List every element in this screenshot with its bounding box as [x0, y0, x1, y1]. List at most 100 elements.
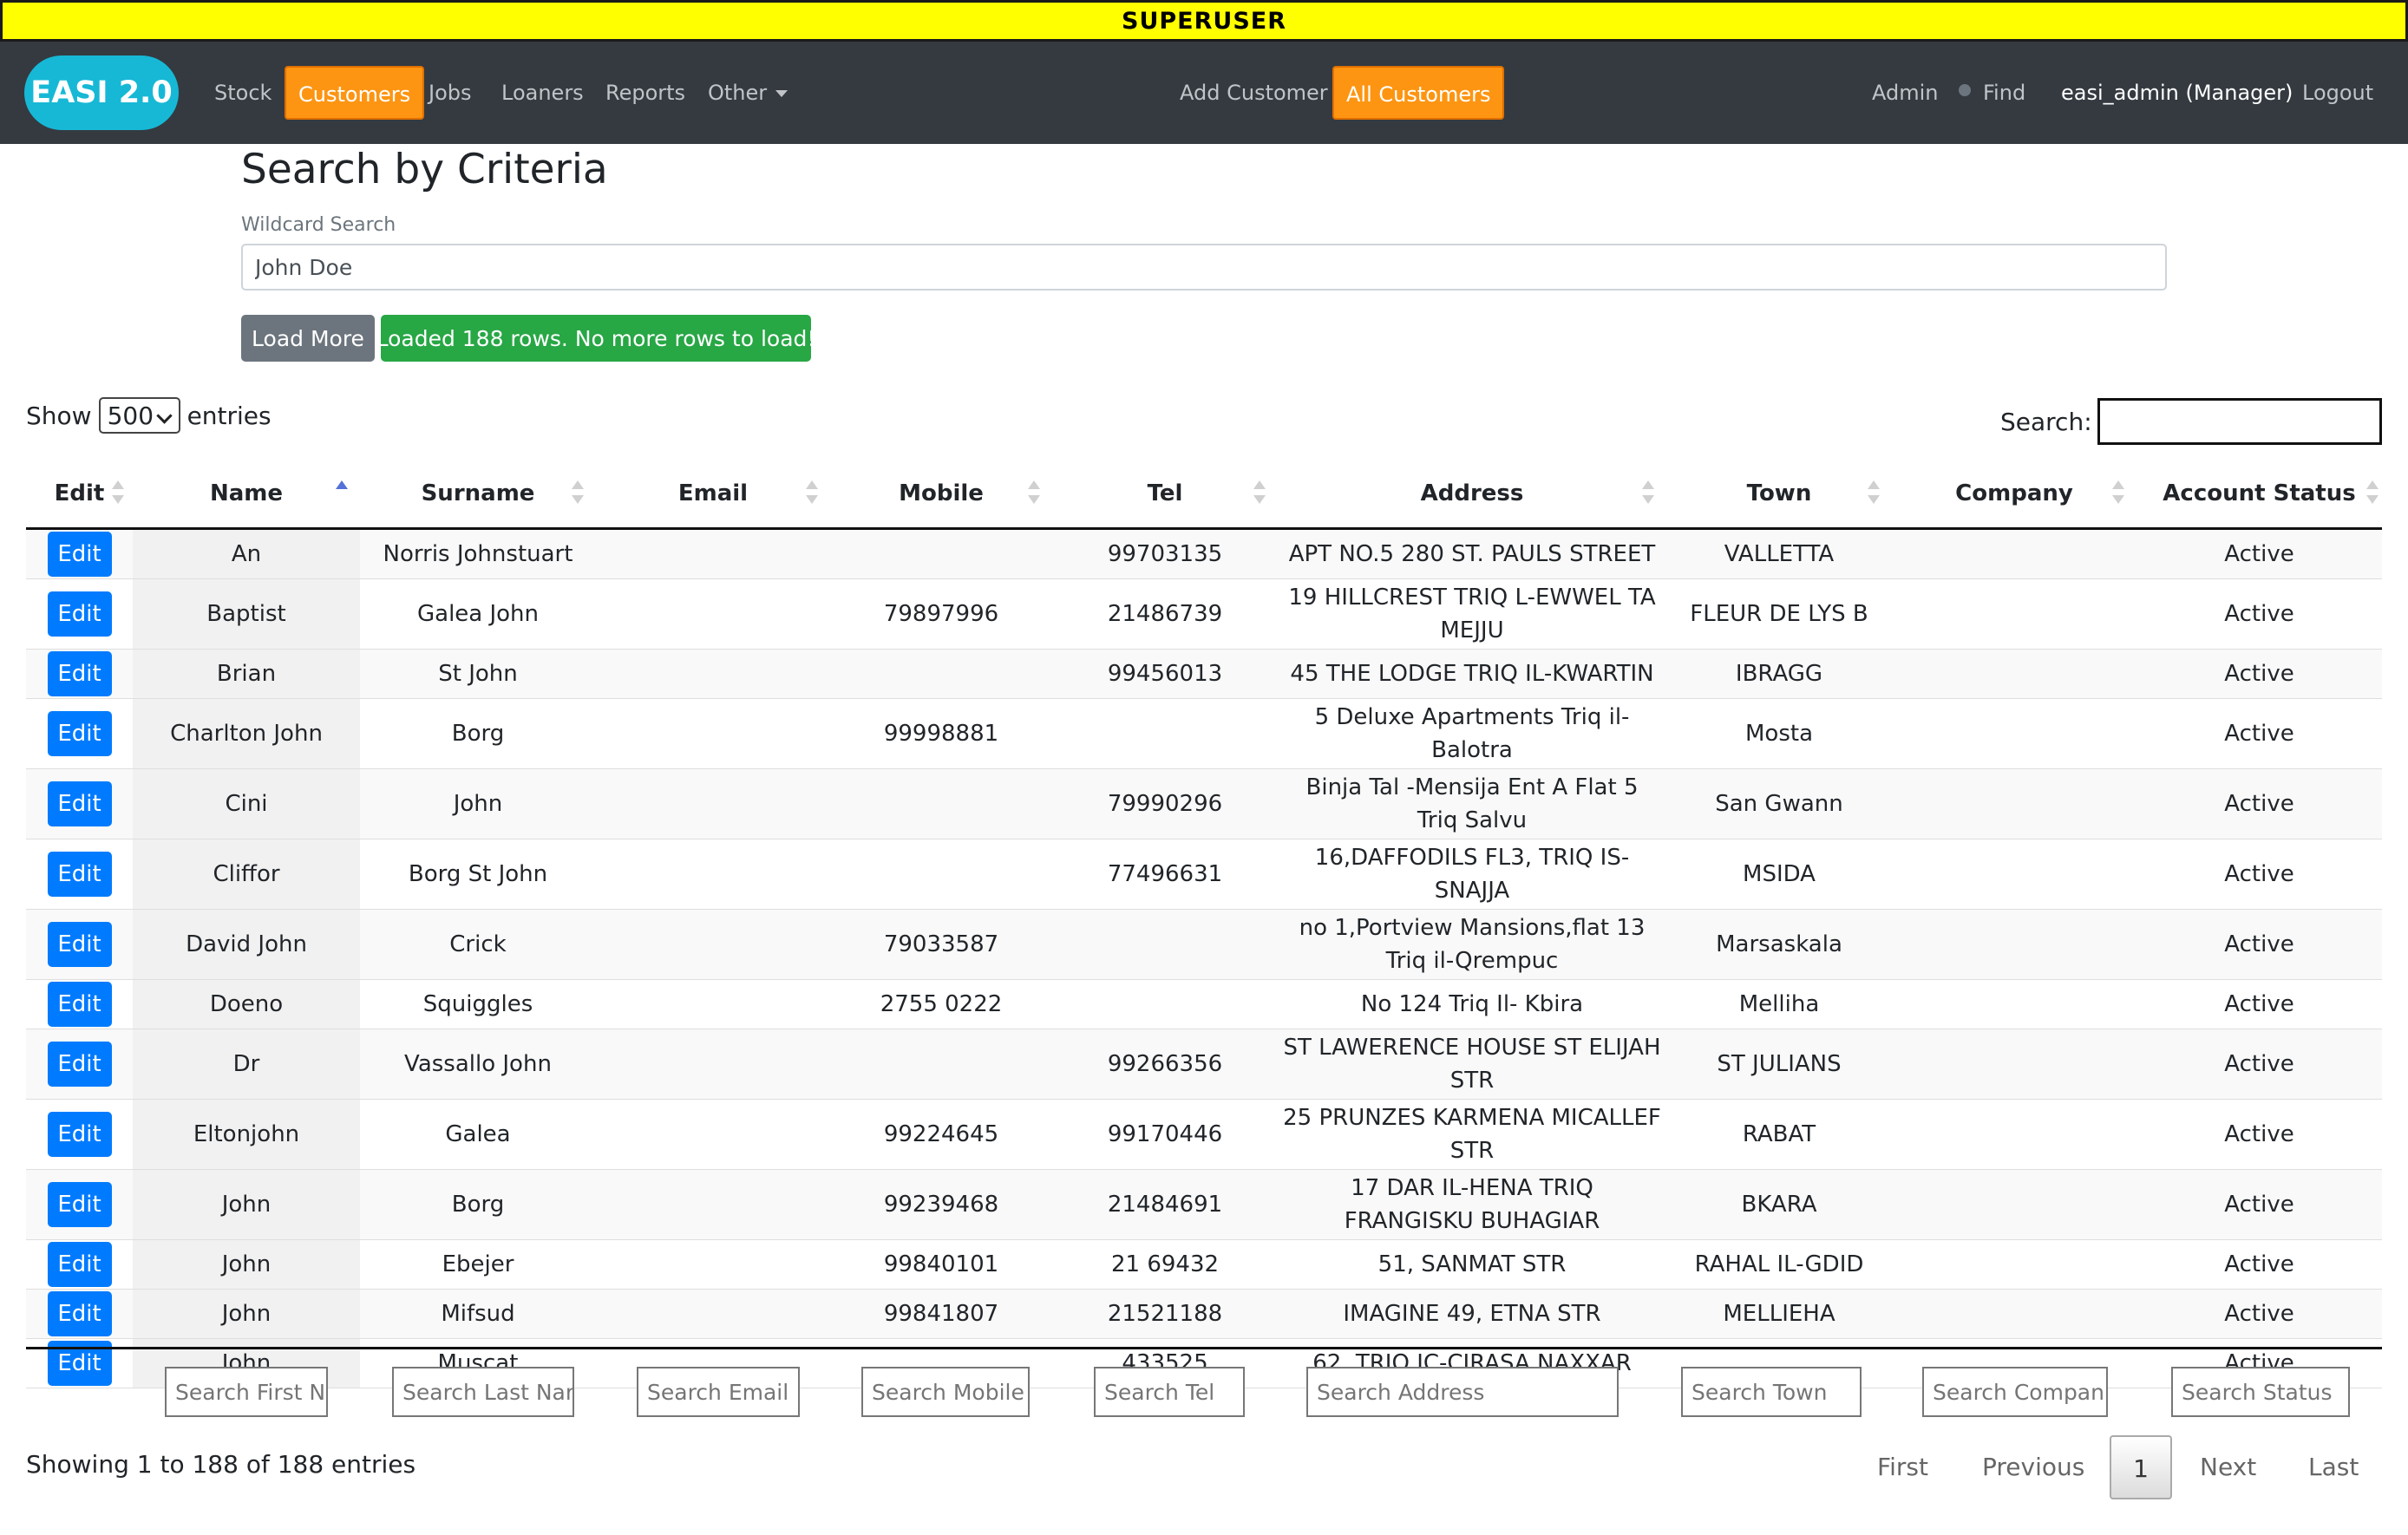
- cell-status: Active: [2136, 768, 2382, 839]
- brand-logo[interactable]: EASI 2.0: [24, 56, 179, 130]
- table-body: Edit An Norris Johnstuart 99703135 APT NO.5 …: [26, 528, 2382, 1388]
- nav-reports[interactable]: Reports: [605, 81, 686, 105]
- search-email-input[interactable]: Search Email: [637, 1367, 800, 1417]
- nav-add-customer[interactable]: Add Customer: [1180, 81, 1328, 105]
- search-last-name-input[interactable]: Search Last Nar: [392, 1367, 574, 1417]
- cell-town: RAHAL IL-GDID: [1666, 1239, 1892, 1290]
- nav-logout[interactable]: Logout: [2302, 81, 2374, 105]
- sort-icon: [1868, 480, 1880, 506]
- cell-name: David John: [133, 909, 360, 980]
- edit-button[interactable]: Edit: [47, 1042, 112, 1087]
- cell-company: [1892, 1099, 2136, 1170]
- search-company-input[interactable]: Search Compan: [1922, 1367, 2108, 1417]
- pager-page-1[interactable]: 1: [2110, 1435, 2172, 1499]
- cell-name: Brian: [133, 649, 360, 699]
- cell-tel: 99456013: [1052, 649, 1278, 699]
- edit-button[interactable]: Edit: [47, 982, 112, 1027]
- cell-status: Active: [2136, 1239, 2382, 1290]
- cell-surname: Borg St John: [360, 839, 596, 910]
- edit-button[interactable]: Edit: [47, 1182, 112, 1227]
- edit-button[interactable]: Edit: [47, 922, 112, 967]
- cell-name: An: [133, 528, 360, 579]
- edit-button[interactable]: Edit: [47, 781, 112, 826]
- col-header-edit[interactable]: Edit: [26, 460, 133, 530]
- cell-status: Active: [2136, 1099, 2382, 1170]
- edit-cell: Edit: [26, 578, 133, 650]
- nav-find-label: Find: [1983, 81, 2026, 105]
- table-row: Edit Brian St John 99456013 45 THE LODGE TRI…: [26, 649, 2382, 699]
- col-header-address[interactable]: Address: [1278, 460, 1666, 530]
- nav-customers[interactable]: Customers: [285, 66, 425, 120]
- col-header-status[interactable]: Account Status: [2136, 460, 2382, 530]
- cell-mobile: [830, 839, 1052, 910]
- page-length-select[interactable]: 500: [98, 397, 180, 434]
- col-header-company[interactable]: Company: [1892, 460, 2136, 530]
- nav-admin[interactable]: Admin: [1872, 81, 1939, 105]
- search-first-name-input[interactable]: Search First N: [165, 1367, 328, 1417]
- loaded-rows-button[interactable]: Loaded 188 rows. No more rows to load!: [376, 315, 815, 362]
- cell-company: [1892, 1029, 2136, 1100]
- sort-icon: [2366, 480, 2379, 506]
- sort-icon: [1253, 480, 1266, 506]
- nav-loaners[interactable]: Loaners: [501, 81, 584, 105]
- edit-button[interactable]: Edit: [47, 711, 112, 756]
- col-header-surname[interactable]: Surname: [360, 460, 596, 530]
- page-length-value: 500: [107, 401, 154, 430]
- search-tel-input[interactable]: Search Tel: [1094, 1367, 1245, 1417]
- nav-find[interactable]: Find: [1959, 42, 2025, 144]
- col-header-name[interactable]: Name: [133, 460, 360, 530]
- cell-address: 45 THE LODGE TRIQ IL-KWARTIN: [1278, 649, 1666, 699]
- search-status-input[interactable]: Search Status: [2171, 1367, 2350, 1417]
- search-town-input[interactable]: Search Town: [1681, 1367, 1862, 1417]
- cell-company: [1892, 698, 2136, 769]
- col-header-mobile[interactable]: Mobile: [830, 460, 1052, 530]
- table-bottom-border: [26, 1347, 2382, 1349]
- nav-stock[interactable]: Stock: [214, 81, 272, 105]
- edit-cell: Edit: [26, 698, 133, 769]
- table-search-label: Search:: [2000, 408, 2092, 436]
- pager-first[interactable]: First: [1877, 1453, 1928, 1481]
- col-header-label: Tel: [1147, 480, 1183, 506]
- nav-user[interactable]: easi_admin (Manager): [2061, 81, 2293, 105]
- nav-jobs[interactable]: Jobs: [429, 81, 472, 105]
- cell-town: ST JULIANS: [1666, 1029, 1892, 1100]
- edit-button[interactable]: Edit: [47, 1291, 112, 1336]
- table-search-input[interactable]: [2097, 398, 2382, 445]
- nav-other-dropdown[interactable]: Other: [708, 42, 788, 144]
- pager-previous[interactable]: Previous: [1982, 1453, 2085, 1481]
- edit-button[interactable]: Edit: [47, 591, 112, 637]
- edit-cell: Edit: [26, 1289, 133, 1339]
- search-mobile-input[interactable]: Search Mobile: [861, 1367, 1030, 1417]
- cell-tel: [1052, 979, 1278, 1029]
- cell-surname: Galea: [360, 1099, 596, 1170]
- load-more-button[interactable]: Load More: [241, 315, 375, 362]
- sort-ascending-icon: [336, 480, 348, 506]
- edit-button[interactable]: Edit: [47, 651, 112, 696]
- cell-surname: St John: [360, 649, 596, 699]
- edit-button[interactable]: Edit: [47, 1242, 112, 1287]
- cell-email: [596, 909, 830, 980]
- pager-last[interactable]: Last: [2308, 1453, 2359, 1481]
- table-row: Edit Cini John 79990296 Binja Tal -Mensija E…: [26, 768, 2382, 839]
- edit-button[interactable]: Edit: [47, 852, 112, 897]
- pager-next[interactable]: Next: [2200, 1453, 2257, 1481]
- cell-town: Mosta: [1666, 698, 1892, 769]
- col-header-tel[interactable]: Tel: [1052, 460, 1278, 530]
- edit-cell: Edit: [26, 1099, 133, 1170]
- show-label: Show: [26, 401, 92, 430]
- col-header-town[interactable]: Town: [1666, 460, 1892, 530]
- nav-all-customers[interactable]: All Customers: [1332, 66, 1505, 120]
- cell-status: Active: [2136, 909, 2382, 980]
- edit-button[interactable]: Edit: [47, 1112, 112, 1157]
- cell-address: APT NO.5 280 ST. PAULS STREET: [1278, 528, 1666, 579]
- edit-button[interactable]: Edit: [47, 532, 112, 577]
- cell-tel: 21484691: [1052, 1169, 1278, 1240]
- search-address-input[interactable]: Search Address: [1306, 1367, 1619, 1417]
- cell-tel: 99703135: [1052, 528, 1278, 579]
- wildcard-search-input[interactable]: [241, 244, 2167, 291]
- col-header-label: Surname: [421, 480, 535, 506]
- cell-address: No 124 Triq Il- Kbira: [1278, 979, 1666, 1029]
- cell-status: Active: [2136, 839, 2382, 910]
- sort-icon: [2112, 480, 2124, 506]
- col-header-email[interactable]: Email: [596, 460, 830, 530]
